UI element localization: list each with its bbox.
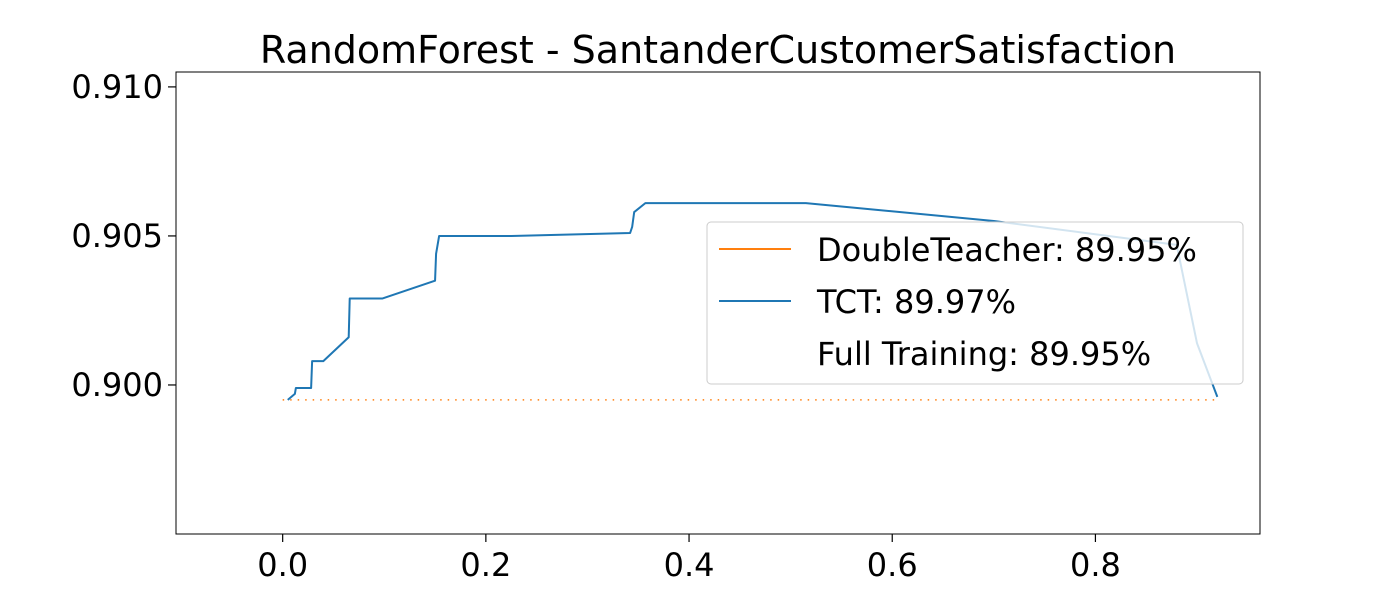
x-tick-label: 0.6: [867, 546, 918, 584]
legend-label: DoubleTeacher: 89.95%: [817, 231, 1197, 269]
y-axis: 0.900 0.905 0.910: [71, 68, 176, 404]
chart-title: RandomForest - SantanderCustomerSatisfac…: [260, 28, 1176, 72]
x-tick-label: 0.0: [257, 546, 308, 584]
x-tick-label: 0.2: [460, 546, 511, 584]
y-tick-label: 0.905: [71, 217, 163, 255]
x-tick-label: 0.8: [1070, 546, 1121, 584]
y-tick-label: 0.900: [71, 366, 163, 404]
legend-label: Full Training: 89.95%: [817, 335, 1151, 373]
legend: DoubleTeacher: 89.95% TCT: 89.97% Full Tra…: [706, 221, 1244, 385]
legend-box: [706, 221, 1244, 385]
plot-area: [282, 202, 1219, 401]
series-line-1: [287, 202, 1219, 401]
x-axis: 0.0 0.2 0.4 0.6 0.8: [257, 534, 1121, 584]
x-tick-label: 0.4: [664, 546, 715, 584]
legend-label: TCT: 89.97%: [816, 283, 1016, 321]
y-tick-label: 0.910: [71, 68, 163, 106]
plot-frame: [175, 71, 1261, 535]
